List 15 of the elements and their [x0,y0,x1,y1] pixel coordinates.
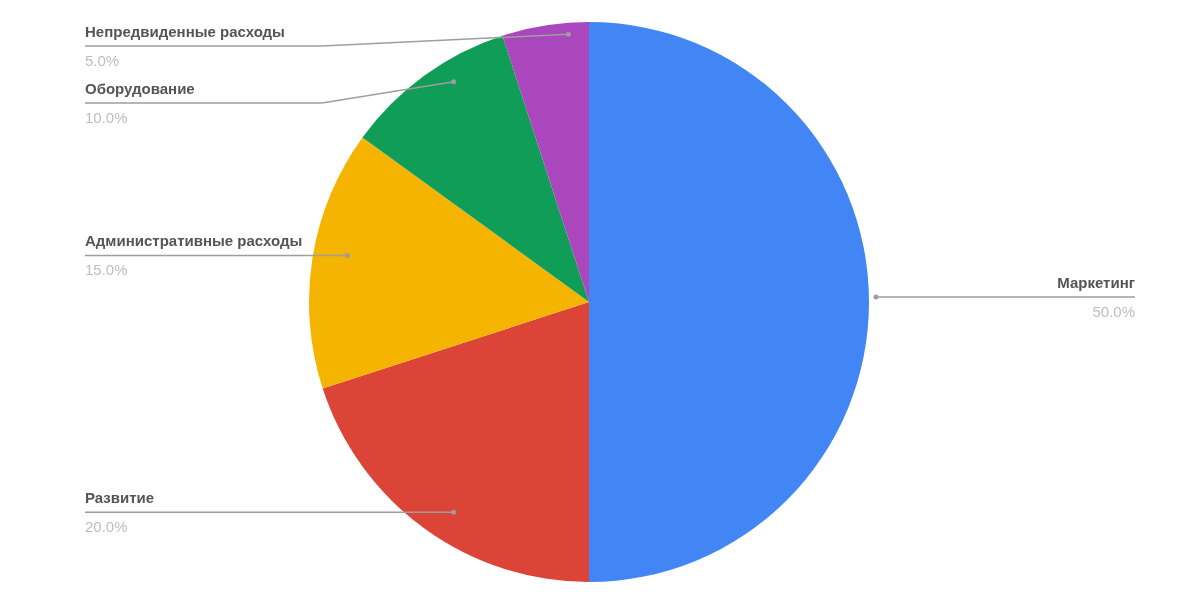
pie-slice [322,302,589,582]
slice-label: Маркетинг [1057,274,1135,291]
data-label: 15.0% [85,261,128,279]
slice-label: Оборудование [85,80,195,97]
slice-label: Развитие [85,489,155,507]
pie-slice [502,22,589,302]
pie-slice [589,22,869,582]
slice-label: Административные расходы [85,232,303,250]
slice-label: Непредвиденные расходы [85,23,285,40]
data-label: 20.0% [85,518,128,536]
data-label: 10.0% [85,109,128,126]
pie-slice [362,35,589,302]
pie-slice [309,137,589,389]
data-label: 5.0% [85,52,120,69]
data-label: 50.0% [1092,303,1135,320]
